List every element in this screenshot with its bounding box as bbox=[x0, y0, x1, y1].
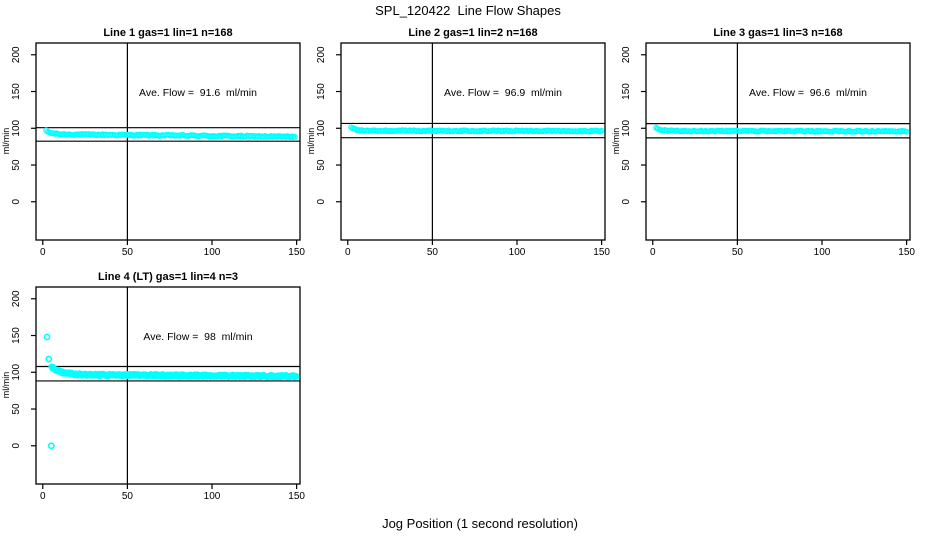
plot-area-line-3: 0 50 100 150 0 50 100 150 200 bbox=[621, 42, 915, 258]
panel-title: Line 2 gas=1 lin=2 n=168 bbox=[408, 27, 537, 39]
y-tick-label: 0 bbox=[621, 199, 632, 205]
ave-flow-annotation: Ave. Flow = 98 ml/min bbox=[143, 331, 252, 343]
y-tick-label: 150 bbox=[11, 83, 22, 100]
y-tick-label: 200 bbox=[11, 290, 22, 307]
y-axis-ticks: 0 50 100 150 200 bbox=[621, 46, 646, 205]
y-axis-label: ml/min bbox=[306, 128, 316, 155]
outlier-point bbox=[43, 333, 51, 341]
outlier-point bbox=[47, 442, 55, 450]
y-tick-label: 0 bbox=[11, 443, 22, 449]
y-tick-label: 100 bbox=[316, 119, 327, 136]
x-tick-label: 0 bbox=[40, 247, 46, 258]
plot-area-line-1: 0 50 100 150 0 50 100 150 200 bbox=[11, 42, 305, 258]
x-axis-ticks: 0 50 100 150 bbox=[345, 240, 610, 258]
x-axis-ticks: 0 50 100 150 bbox=[40, 484, 305, 502]
y-axis-ticks: 0 50 100 150 200 bbox=[316, 46, 341, 205]
x-tick-label: 50 bbox=[122, 247, 134, 258]
y-tick-label: 200 bbox=[11, 46, 22, 63]
plot-area-line-4: 0 50 100 150 0 50 100 150 200 bbox=[11, 286, 305, 502]
plot-box bbox=[645, 42, 911, 241]
x-tick-label: 0 bbox=[650, 247, 656, 258]
outlier-point bbox=[45, 355, 53, 363]
ave-flow-annotation: Ave. Flow = 96.9 ml/min bbox=[444, 87, 562, 99]
x-tick-label: 50 bbox=[732, 247, 744, 258]
panel-title: Line 4 (LT) gas=1 lin=4 n=3 bbox=[98, 271, 238, 283]
y-tick-label: 200 bbox=[316, 46, 327, 63]
x-tick-label: 0 bbox=[345, 247, 351, 258]
data-points bbox=[43, 127, 298, 141]
x-axis-ticks: 0 50 100 150 bbox=[40, 240, 305, 258]
panel-line-1: Line 1 gas=1 lin=1 n=168 Ave. Flow = 91.… bbox=[1, 27, 305, 258]
y-tick-label: 50 bbox=[11, 159, 22, 171]
y-tick-label: 150 bbox=[316, 83, 327, 100]
x-tick-label: 50 bbox=[427, 247, 439, 258]
x-tick-label: 150 bbox=[288, 491, 305, 502]
x-tick-label: 50 bbox=[122, 491, 134, 502]
x-tick-label: 150 bbox=[898, 247, 915, 258]
y-tick-label: 0 bbox=[316, 199, 327, 205]
plot-box bbox=[35, 286, 301, 485]
y-axis-label: ml/min bbox=[611, 128, 621, 155]
y-tick-label: 0 bbox=[11, 199, 22, 205]
plot-box bbox=[340, 42, 606, 241]
figure-title: SPL_120422 Line Flow Shapes bbox=[375, 3, 561, 18]
ave-flow-annotation: Ave. Flow = 91.6 ml/min bbox=[139, 87, 257, 99]
y-axis-label: ml/min bbox=[1, 128, 11, 155]
y-axis-ticks: 0 50 100 150 200 bbox=[11, 46, 36, 205]
x-tick-label: 100 bbox=[204, 491, 221, 502]
x-tick-label: 150 bbox=[288, 247, 305, 258]
x-tick-label: 100 bbox=[509, 247, 526, 258]
y-tick-label: 150 bbox=[11, 327, 22, 344]
y-tick-label: 50 bbox=[11, 403, 22, 415]
x-axis-ticks: 0 50 100 150 bbox=[650, 240, 915, 258]
y-axis-ticks: 0 50 100 150 200 bbox=[11, 290, 36, 449]
panel-title: Line 1 gas=1 lin=1 n=168 bbox=[103, 27, 232, 39]
panel-line-4: Line 4 (LT) gas=1 lin=4 n=3 Ave. Flow = … bbox=[1, 271, 305, 502]
y-tick-label: 50 bbox=[316, 159, 327, 171]
y-tick-label: 100 bbox=[11, 119, 22, 136]
y-tick-label: 50 bbox=[621, 159, 632, 171]
y-tick-label: 200 bbox=[621, 46, 632, 63]
panel-title: Line 3 gas=1 lin=3 n=168 bbox=[713, 27, 842, 39]
y-axis-label: ml/min bbox=[1, 372, 11, 399]
x-tick-label: 100 bbox=[204, 247, 221, 258]
data-points bbox=[653, 124, 910, 135]
panel-line-3: Line 3 gas=1 lin=3 n=168 Ave. Flow = 96.… bbox=[611, 27, 915, 258]
x-axis-title: Jog Position (1 second resolution) bbox=[382, 516, 578, 531]
ave-flow-annotation: Ave. Flow = 96.6 ml/min bbox=[749, 87, 867, 99]
x-tick-label: 0 bbox=[40, 491, 46, 502]
y-tick-label: 100 bbox=[11, 363, 22, 380]
data-points bbox=[43, 333, 300, 450]
y-tick-label: 150 bbox=[621, 83, 632, 100]
y-tick-label: 100 bbox=[621, 119, 632, 136]
x-tick-label: 100 bbox=[814, 247, 831, 258]
plot-area-line-2: 0 50 100 150 0 50 100 150 200 bbox=[316, 42, 610, 258]
x-tick-label: 150 bbox=[593, 247, 610, 258]
data-points bbox=[348, 124, 605, 135]
panel-line-2: Line 2 gas=1 lin=2 n=168 Ave. Flow = 96.… bbox=[306, 27, 610, 258]
